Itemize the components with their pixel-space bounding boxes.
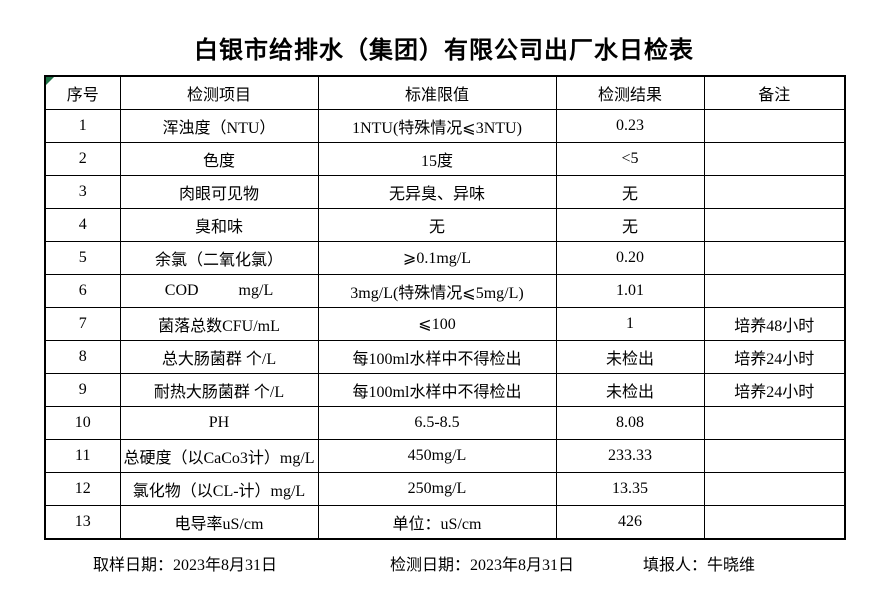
table-cell: [703, 241, 846, 275]
table-cell: 1NTU(特殊情况⩽3NTU): [317, 109, 557, 143]
table-cell: 耐热大肠菌群 个/L: [119, 373, 319, 407]
table-cell: 3: [44, 175, 121, 209]
table-cell: 13: [44, 505, 121, 540]
table-cell: 8.08: [555, 406, 705, 440]
table-cell: 浑浊度（NTU）: [119, 109, 319, 143]
page-title: 白银市给排水（集团）有限公司出厂水日检表: [194, 38, 694, 64]
table-row: 13 电导率uS/cm 单位：uS/cm 426: [44, 505, 846, 540]
table-cell: 11: [44, 439, 121, 473]
sampling-date-text: 取样日期：2023年8月31日: [93, 557, 278, 574]
table-cell: 总大肠菌群 个/L: [119, 340, 319, 374]
table-cell: [703, 274, 846, 308]
table-cell: 9: [44, 373, 121, 407]
header-row: 序号 检测项目 标准限值 检测结果 备注: [44, 75, 846, 110]
table-row: 8 总大肠菌群 个/L 每100ml水样中不得检出 未检出 培养24小时: [44, 340, 846, 374]
table-cell: 电导率uS/cm: [119, 505, 319, 540]
column-header-item: 检测项目: [119, 75, 319, 110]
table-row: 10 PH 6.5-8.5 8.08: [44, 406, 846, 440]
table-cell: 每100ml水样中不得检出: [317, 373, 557, 407]
table-cell: 13.35: [555, 472, 705, 506]
table-row: 5 余氯（二氧化氯） ⩾0.1mg/L 0.20: [44, 241, 846, 275]
table-cell: 450mg/L: [317, 439, 557, 473]
table-cell: <5: [555, 142, 705, 176]
table-cell: 10: [44, 406, 121, 440]
table-cell: 单位：uS/cm: [317, 505, 557, 540]
table-row: 4 臭和味无无: [44, 208, 846, 242]
table-cell: 氯化物（以CL-计）mg/L: [119, 472, 319, 506]
table-cell: 1: [44, 109, 121, 143]
table-row: 7 菌落总数CFU/mL ⩽100 1 培养48小时: [44, 307, 846, 341]
table-header: 序号 检测项目 标准限值 检测结果 备注: [44, 75, 846, 110]
testing-date-text: 检测日期：2023年8月31日: [390, 557, 575, 574]
table-cell: 无: [317, 208, 557, 242]
table-cell: ⩽100: [317, 307, 557, 341]
table-cell: [703, 208, 846, 242]
column-header-standard: 标准限值: [317, 75, 557, 110]
table-row: 9 耐热大肠菌群 个/L 每100ml水样中不得检出 未检出 培养24小时: [44, 373, 846, 407]
column-header-index: 序号: [44, 75, 121, 110]
table-body: 1 浑浊度（NTU） 1NTU(特殊情况⩽3NTU) 0.23 2 色度 15度 <5 3 肉眼可…: [44, 109, 846, 540]
inspection-table: 序号 检测项目 标准限值 检测结果 备注 1 浑浊度（NTU） 1NTU(特殊情况⩽…: [44, 75, 846, 540]
table-cell: [703, 439, 846, 473]
table-cell: 1: [555, 307, 705, 341]
table-cell: 总硬度（以CaCo3计）mg/L: [119, 439, 319, 473]
table-cell: 未检出: [555, 340, 705, 374]
table-cell: 1.01: [555, 274, 705, 308]
excel-corner-error-triangle-icon: [46, 77, 54, 85]
table-cell: 0.23: [555, 109, 705, 143]
table-cell: 6.5-8.5: [317, 406, 557, 440]
table-cell: 5: [44, 241, 121, 275]
table-row: 1 浑浊度（NTU） 1NTU(特殊情况⩽3NTU) 0.23: [44, 109, 846, 143]
table-cell: 0.20: [555, 241, 705, 275]
table-cell: 15度: [317, 142, 557, 176]
column-header-result: 检测结果: [555, 75, 705, 110]
table-cell: 2: [44, 142, 121, 176]
table-cell: 臭和味: [119, 208, 319, 242]
footer: 取样日期：2023年8月31日 检测日期：2023年8月31日 填报人：牛晓维: [0, 551, 891, 575]
table-cell: 233.33: [555, 439, 705, 473]
table-row: 11 总硬度（以CaCo3计）mg/L 450mg/L 233.33: [44, 439, 846, 473]
table-row: 2 色度 15度 <5: [44, 142, 846, 176]
table-cell: 每100ml水样中不得检出: [317, 340, 557, 374]
table-row: 3 肉眼可见物 无异臭、异味无: [44, 175, 846, 209]
table-cell: 3mg/L(特殊情况⩽5mg/L): [317, 274, 557, 308]
table-cell: 12: [44, 472, 121, 506]
table-cell: 8: [44, 340, 121, 374]
table-cell: 菌落总数CFU/mL: [119, 307, 319, 341]
table-cell: 250mg/L: [317, 472, 557, 506]
table-cell: 无异臭、异味: [317, 175, 557, 209]
table-row: 6 COD mg/L 3mg/L(特殊情况⩽5mg/L) 1.01: [44, 274, 846, 308]
table-cell: [703, 175, 846, 209]
table-cell: 426: [555, 505, 705, 540]
table-cell: 培养48小时: [703, 307, 846, 341]
table-cell: 培养24小时: [703, 340, 846, 374]
table-cell: [703, 142, 846, 176]
table-cell: 7: [44, 307, 121, 341]
table-cell: 无: [555, 175, 705, 209]
table-cell: 未检出: [555, 373, 705, 407]
table-cell: 4: [44, 208, 121, 242]
table-cell: 培养24小时: [703, 373, 846, 407]
table-cell: [703, 109, 846, 143]
table-cell: 余氯（二氧化氯）: [119, 241, 319, 275]
table-cell: 无: [555, 208, 705, 242]
table-cell: ⩾0.1mg/L: [317, 241, 557, 275]
table-cell: [703, 505, 846, 540]
column-header-remark: 备注: [703, 75, 846, 110]
table-cell: 色度: [119, 142, 319, 176]
table-cell: COD mg/L: [119, 274, 319, 308]
table-cell: PH: [119, 406, 319, 440]
reporter-text: 填报人：牛晓维: [643, 557, 756, 574]
table-cell: [703, 472, 846, 506]
table-cell: 肉眼可见物: [119, 175, 319, 209]
table-cell: 6: [44, 274, 121, 308]
table-cell: [703, 406, 846, 440]
table-row: 12 氯化物（以CL-计）mg/L 250mg/L 13.35: [44, 472, 846, 506]
